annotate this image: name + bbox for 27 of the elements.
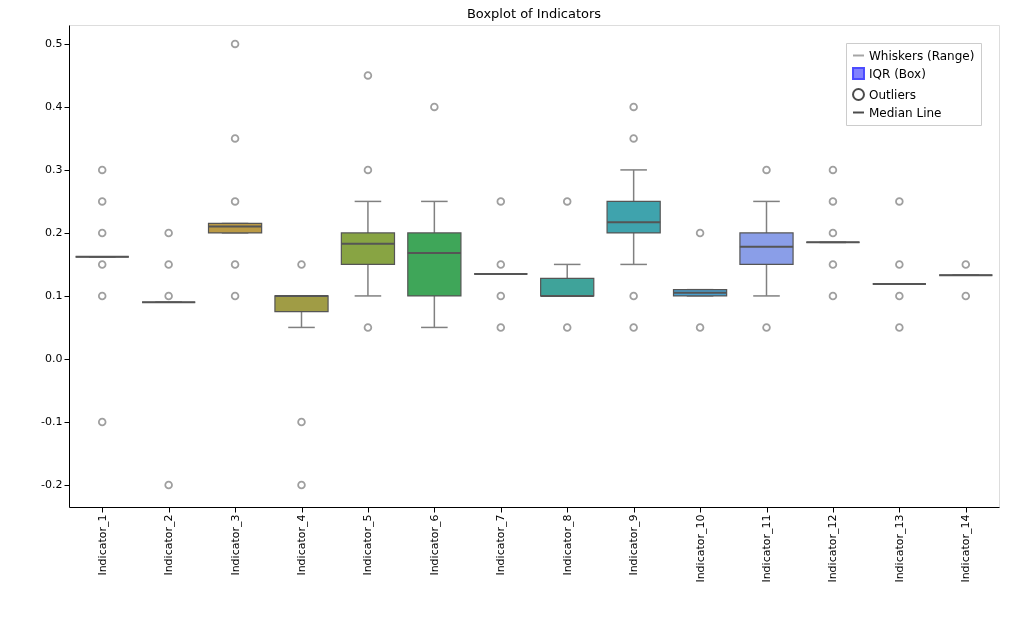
chart-title: Boxplot of Indicators: [466, 6, 602, 21]
x-tick-label: Indicator_9: [627, 514, 641, 576]
y-tick-label: 0.3: [45, 163, 63, 177]
x-tick-label: Indicator_14: [959, 514, 973, 583]
legend-label: Whiskers (Range): [869, 48, 975, 63]
legend-label: IQR (Box): [869, 66, 926, 81]
x-tick-label: Indicator_2: [162, 514, 176, 576]
x-tick-label: Indicator_10: [693, 514, 707, 583]
y-tick-label: 0.4: [45, 100, 63, 114]
y-tick-label: 0.1: [45, 289, 63, 303]
y-tick-label: 0.0: [45, 352, 63, 366]
x-tick-label: Indicator_13: [892, 514, 906, 583]
legend-label: Median Line: [869, 105, 942, 120]
y-tick-label: -0.2: [41, 478, 63, 492]
x-tick-label: Indicator_1: [95, 514, 109, 576]
y-tick-label: 0.5: [45, 37, 63, 51]
x-tick-label: Indicator_8: [560, 514, 574, 576]
x-tick-label: Indicator_3: [228, 514, 242, 576]
legend-label: Outliers: [869, 87, 916, 102]
x-tick-label: Indicator_11: [760, 514, 773, 583]
x-tick-label: Indicator_7: [494, 514, 508, 576]
y-tick-label: -0.1: [41, 415, 63, 429]
x-tick-label: Indicator_4: [295, 514, 308, 576]
x-tick-label: Indicator_12: [826, 514, 840, 583]
y-tick-label: 0.2: [45, 226, 63, 240]
x-tick-label: Indicator_5: [361, 514, 375, 576]
x-tick-label: Indicator_6: [427, 514, 441, 576]
